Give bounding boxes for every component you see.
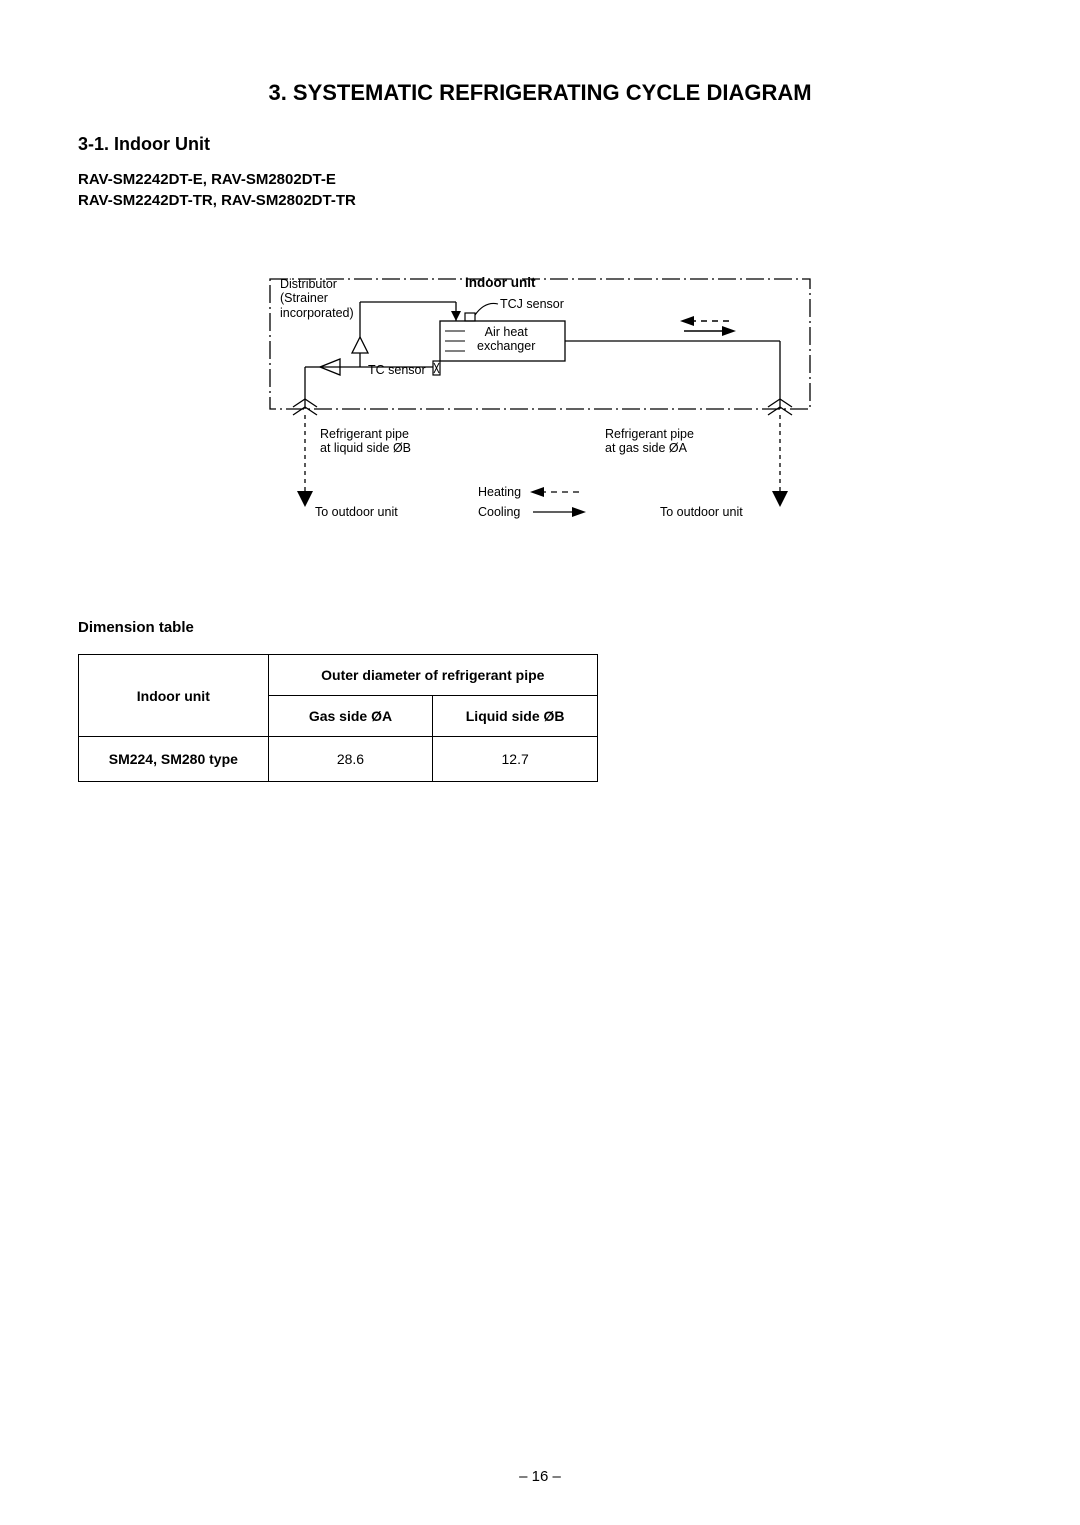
- table-row: SM224, SM280 type 28.6 12.7: [79, 737, 598, 782]
- cooling-label: Cooling: [478, 505, 520, 519]
- model-line-2: RAV-SM2242DT-TR, RAV-SM2802DT-TR: [78, 190, 1002, 211]
- air-heat-exchanger-label: Air heat exchanger: [477, 325, 535, 354]
- to-outdoor-left-label: To outdoor unit: [315, 505, 398, 519]
- refrigerant-liquid-label: Refrigerant pipe at liquid side ØB: [320, 427, 411, 456]
- model-line-1: RAV-SM2242DT-E, RAV-SM2802DT-E: [78, 169, 1002, 190]
- refrigerating-cycle-diagram: Distributor (Strainer incorporated) Indo…: [260, 269, 820, 529]
- refrigerant-gas-label: Refrigerant pipe at gas side ØA: [605, 427, 694, 456]
- row-label: SM224, SM280 type: [79, 737, 269, 782]
- tc-sensor-label: TC sensor: [368, 363, 426, 377]
- dimension-table-title: Dimension table: [78, 619, 1002, 636]
- distributor-l2: (Strainer: [280, 291, 354, 305]
- header-liquid-side: Liquid side ØB: [433, 696, 598, 737]
- to-outdoor-right-label: To outdoor unit: [660, 505, 743, 519]
- ref-liquid-l1: Refrigerant pipe: [320, 427, 411, 441]
- table-row: Indoor unit Outer diameter of refrigeran…: [79, 655, 598, 696]
- header-indoor-unit: Indoor unit: [79, 655, 269, 737]
- dimension-table: Indoor unit Outer diameter of refrigeran…: [78, 654, 598, 782]
- tcj-sensor-label: TCJ sensor: [500, 297, 564, 311]
- air-heat-l1: Air heat: [477, 325, 535, 339]
- ref-gas-l2: at gas side ØA: [605, 441, 694, 455]
- distributor-l1: Distributor: [280, 277, 354, 291]
- distributor-l3: incorporated): [280, 306, 354, 320]
- model-list: RAV-SM2242DT-E, RAV-SM2802DT-E RAV-SM224…: [78, 169, 1002, 211]
- page-title: 3. SYSTEMATIC REFRIGERATING CYCLE DIAGRA…: [78, 80, 1002, 106]
- cell-liquid: 12.7: [433, 737, 598, 782]
- header-gas-side: Gas side ØA: [268, 696, 433, 737]
- distributor-label: Distributor (Strainer incorporated): [280, 277, 354, 320]
- header-outer-diameter: Outer diameter of refrigerant pipe: [268, 655, 597, 696]
- air-heat-l2: exchanger: [477, 339, 535, 353]
- ref-liquid-l2: at liquid side ØB: [320, 441, 411, 455]
- section-title: 3-1. Indoor Unit: [78, 134, 1002, 155]
- indoor-unit-label: Indoor unit: [465, 275, 535, 291]
- page-number: – 16 –: [0, 1468, 1080, 1485]
- ref-gas-l1: Refrigerant pipe: [605, 427, 694, 441]
- cell-gas: 28.6: [268, 737, 433, 782]
- heating-label: Heating: [478, 485, 521, 499]
